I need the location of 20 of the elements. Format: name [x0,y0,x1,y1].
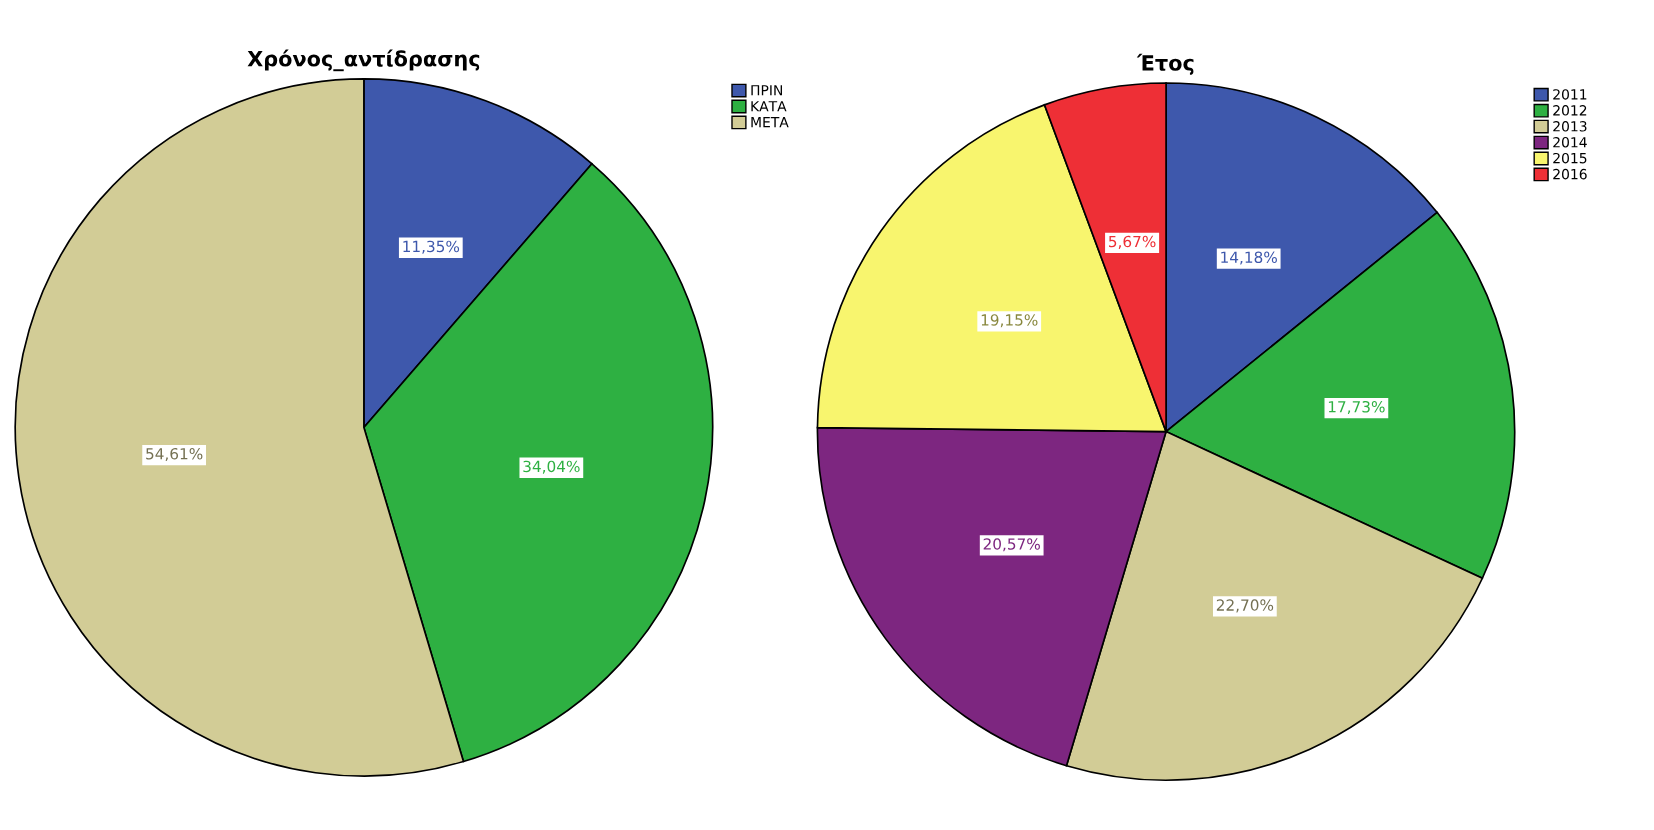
data-label: 11,35% [403,240,460,254]
chart-title: Χρόνος_αντίδρασης [247,49,480,72]
legend-label: ΚΑΤΑ [751,101,787,112]
data-label: 14,18% [1221,251,1277,265]
chart-title: Έτος [1136,53,1194,75]
legend-label: 2011 [1553,89,1587,100]
legend-label: 2013 [1553,121,1587,132]
data-label: 19,15% [981,314,1038,328]
data-label: 17,73% [1328,400,1385,415]
data-label: 54,61% [146,448,203,462]
legend-label: 2016 [1553,168,1587,180]
data-label: 34,04% [523,460,580,474]
data-label: 20,57% [983,538,1040,552]
legend-label: 2012 [1553,105,1587,116]
data-label: 22,70% [1216,599,1274,613]
data-label: 5,67% [1109,235,1156,249]
legend-label: 2014 [1553,136,1587,148]
legend-label: ΜΕΤΑ [751,117,789,128]
legend-label: ΠΡΙΝ [751,85,782,96]
legend-label: 2015 [1553,152,1587,164]
